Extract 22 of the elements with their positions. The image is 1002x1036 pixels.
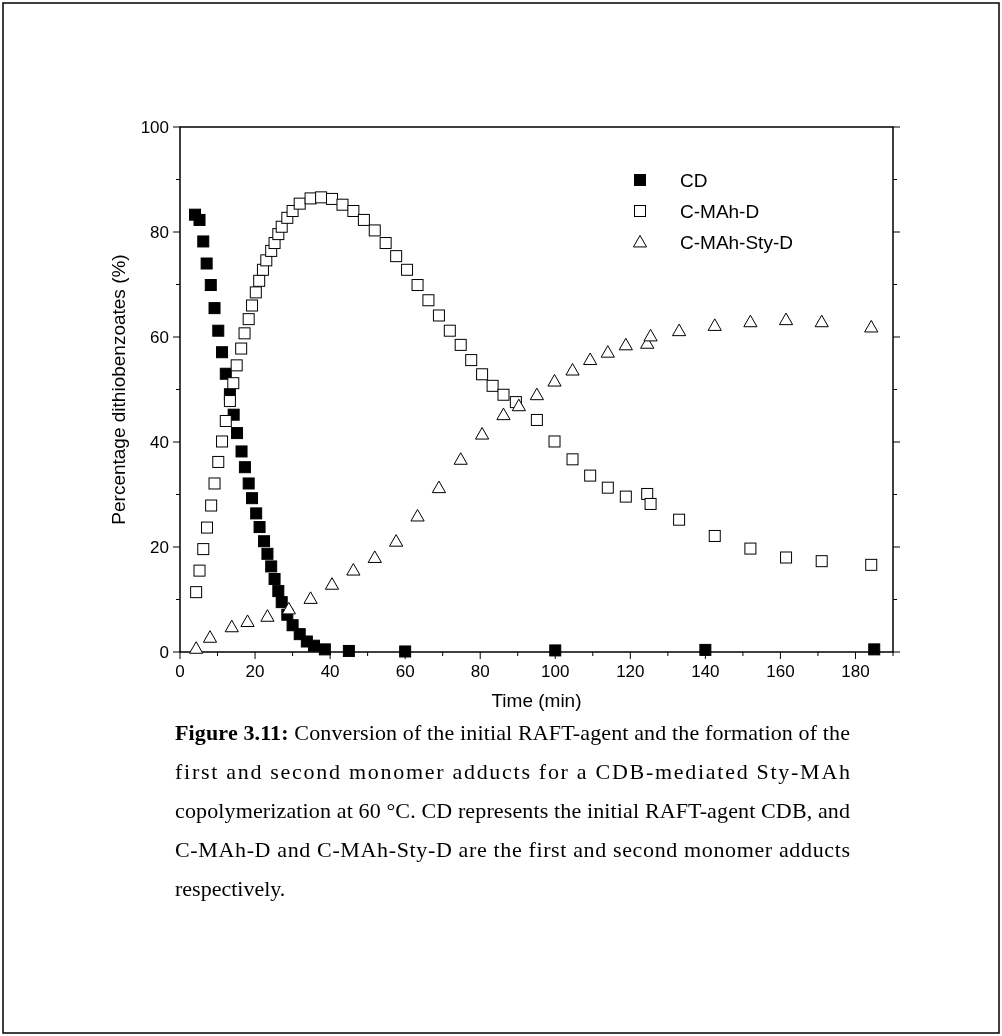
x-tick-label: 160 — [766, 662, 795, 681]
x-tick-label: 80 — [470, 662, 490, 681]
x-tick-label: 0 — [175, 662, 185, 681]
x-tick-label: 140 — [691, 662, 720, 681]
y-axis-title: Percentage dithiobenzoates (%) — [108, 254, 129, 525]
legend-label: C-MAh-Sty-D — [680, 232, 793, 253]
x-tick-label: 60 — [395, 662, 415, 681]
y-tick-label: 20 — [150, 538, 169, 557]
x-tick-label: 180 — [841, 662, 870, 681]
y-tick-label: 40 — [150, 433, 169, 452]
legend-label: CD — [680, 170, 708, 191]
x-tick-label: 120 — [616, 662, 645, 681]
y-tick-label: 60 — [150, 328, 169, 347]
x-tick-label: 20 — [245, 662, 265, 681]
y-tick-label: 0 — [159, 643, 169, 662]
caption: Figure 3.11: Conversion of the initial RAFT-agent and the formation of the first and second monomer adducts for a CDB-mediated Sty-MAh copolymerization at 60 °C. CD represents the initial RAFT-agent CDB, and C-MAh-D and C-MAh-Sty-D are the first and second monomer adducts respectively. — [175, 720, 850, 901]
legend-label: C-MAh-D — [680, 201, 760, 222]
x-tick-label: 100 — [541, 662, 570, 681]
x-axis-title: Time (min) — [491, 690, 582, 711]
x-tick-label: 40 — [320, 662, 340, 681]
y-tick-label: 80 — [150, 223, 169, 242]
y-tick-label: 100 — [140, 118, 169, 137]
